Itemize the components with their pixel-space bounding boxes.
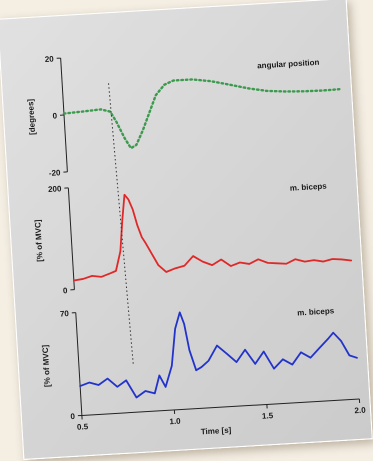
y-tick-label: 0	[70, 412, 76, 421]
panel-title: angular position	[257, 58, 320, 71]
series-line	[72, 193, 353, 282]
series-line	[79, 311, 358, 399]
panel-title: m. biceps	[297, 306, 335, 317]
y-axis-title: [% of MVC]	[41, 344, 53, 387]
y-tick-label: 0	[52, 111, 58, 120]
series-line	[62, 78, 343, 150]
y-axis	[67, 187, 75, 290]
panel-bottom: 0 70 [% of MVC] m. biceps 0.5 1.0 1.5 2.0 Time […	[41, 306, 367, 437]
y-tick-label: 20	[45, 54, 55, 64]
panel-top: -20 0 20 [degrees] angular position	[26, 54, 343, 178]
y-tick-label: 200	[48, 184, 62, 194]
y-tick-label: 70	[60, 309, 70, 319]
x-tick-label: 1.5	[262, 411, 274, 421]
y-axis	[75, 312, 83, 416]
onset-marker-line	[108, 83, 134, 365]
x-tick-label: 1.0	[169, 417, 181, 427]
x-axis-title: Time [s]	[201, 426, 232, 437]
y-axis-title: [% of MVC]	[33, 219, 45, 262]
y-tick-label: 0	[63, 286, 69, 295]
x-tick-label: 0.5	[77, 422, 89, 432]
panel-title: m. biceps	[290, 181, 328, 192]
panel-middle: 0 200 [% of MVC] m. biceps	[33, 181, 353, 295]
x-tick-label: 2.0	[354, 406, 366, 416]
y-tick-label: -20	[49, 168, 62, 178]
y-axis-title: [degrees]	[26, 98, 37, 135]
x-axis	[81, 398, 360, 416]
